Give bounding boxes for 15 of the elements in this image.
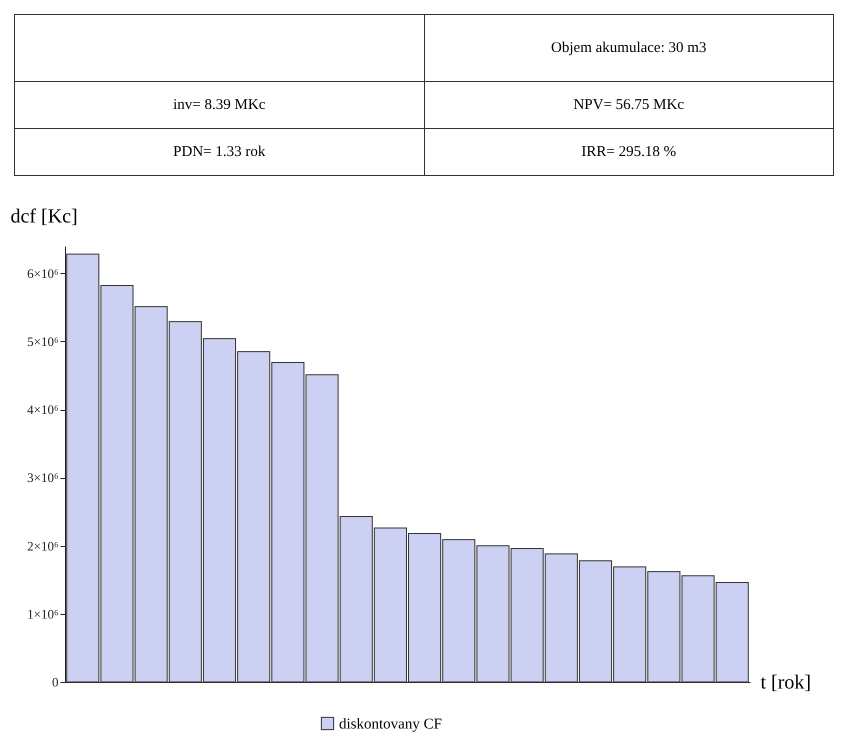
- y-tick-label: 4×10⁶: [27, 402, 58, 417]
- y-tick-label: 3×10⁶: [27, 470, 58, 486]
- legend-label: diskontovany CF: [339, 716, 442, 732]
- y-tick-label: 5×10⁶: [27, 334, 58, 349]
- text: inv= 8.39 MKc: [14, 82, 424, 128]
- text: IRR= 295.18 %: [424, 128, 834, 176]
- text: PDN= 1.33 rok: [14, 128, 424, 176]
- x-axis-title: t [rok]: [760, 672, 812, 694]
- y-tick-label: 1×10⁶: [27, 606, 58, 622]
- y-axis-title: dcf [Kc]: [10, 206, 78, 228]
- y-tick-label: 2×10⁶: [27, 538, 58, 554]
- y-tick-label: 0: [52, 674, 58, 690]
- text: Objem akumulace: 30 m3: [424, 14, 834, 82]
- y-tick-label: 6×10⁶: [27, 266, 58, 281]
- text: NPV= 56.75 MKc: [424, 82, 834, 128]
